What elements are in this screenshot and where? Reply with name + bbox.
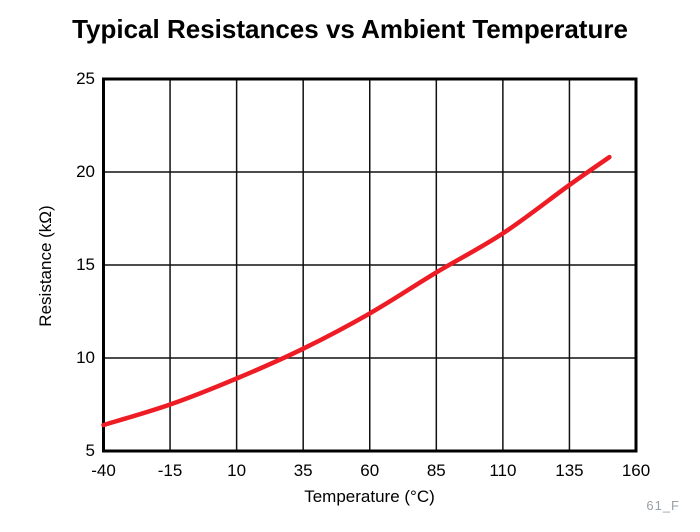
x-tick-label: -15 bbox=[157, 461, 183, 480]
chart-title: Typical Resistances vs Ambient Temperatu… bbox=[72, 14, 628, 44]
x-tick-label: 85 bbox=[426, 461, 446, 480]
x-axis-title: Temperature (°C) bbox=[304, 487, 435, 506]
x-tick-label: 160 bbox=[621, 461, 651, 480]
x-tick-label: 110 bbox=[489, 461, 517, 480]
y-tick-label: 25 bbox=[76, 69, 95, 88]
x-tick-label: 135 bbox=[555, 461, 584, 480]
x-tick-label: -40 bbox=[91, 461, 116, 480]
y-tick-label: 5 bbox=[85, 441, 95, 460]
y-tick-label: 20 bbox=[76, 162, 95, 181]
x-tick-label: 35 bbox=[293, 461, 313, 480]
figure-number: 61_F bbox=[646, 498, 680, 513]
resistance-curve bbox=[101, 154, 612, 428]
x-tick-label: 60 bbox=[360, 461, 380, 480]
y-tick-label: 15 bbox=[76, 255, 95, 274]
x-tick-label: 10 bbox=[227, 461, 247, 480]
y-tick-label: 10 bbox=[76, 348, 95, 367]
